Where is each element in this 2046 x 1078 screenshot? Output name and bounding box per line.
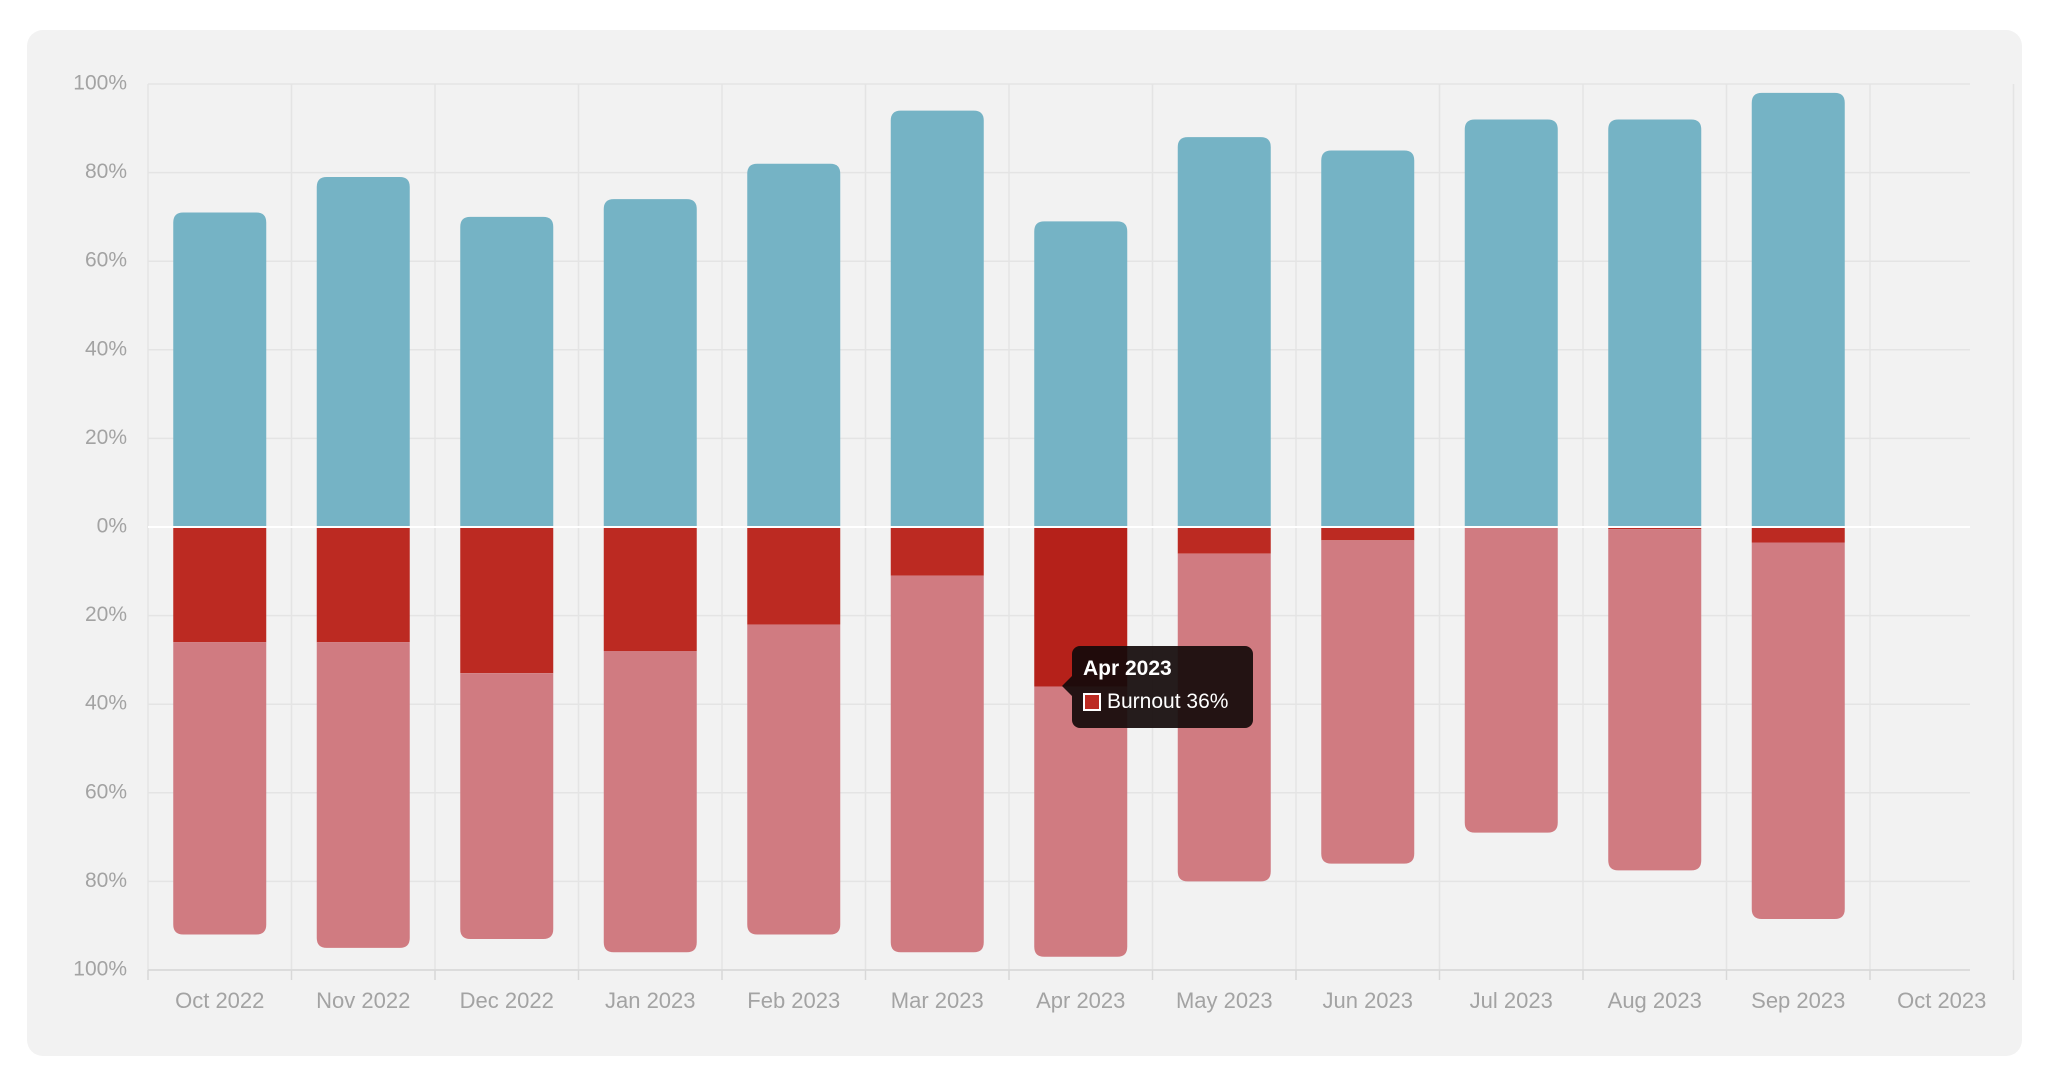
y-tick-label: 60% [85, 780, 127, 803]
bar-burnout [1751, 527, 1845, 543]
bar-negative-rest [460, 673, 554, 939]
bar-positive [747, 163, 841, 528]
bar-burnout [1177, 527, 1271, 554]
bar-positive [603, 199, 697, 527]
bar-negative-rest [1464, 527, 1558, 833]
bar-positive [890, 110, 984, 527]
bar-burnout [747, 527, 841, 625]
y-tick-label: 20% [85, 426, 127, 449]
y-tick-label: 0% [97, 515, 127, 538]
x-tick-label: Oct 2022 [175, 988, 264, 1013]
bar-negative-rest [1321, 540, 1415, 864]
x-tick-label: Apr 2023 [1036, 988, 1125, 1013]
x-tick-label: Aug 2023 [1608, 988, 1702, 1013]
y-tick-label: 60% [85, 249, 127, 272]
bar-positive [1321, 150, 1415, 527]
bar-positive [1034, 221, 1128, 527]
y-tick-label: 80% [85, 869, 127, 892]
bar-negative-rest [316, 642, 410, 948]
x-tick-label: Oct 2023 [1897, 988, 1986, 1013]
bar-positive [1177, 137, 1271, 527]
bar-burnout [1608, 527, 1702, 530]
bar-positive [460, 216, 554, 527]
bar-burnout [890, 527, 984, 576]
x-tick-label: May 2023 [1176, 988, 1273, 1013]
bar-positive [173, 212, 267, 527]
bar-positive [1751, 92, 1845, 528]
x-tick-label: Feb 2023 [747, 988, 840, 1013]
bar-burnout [460, 527, 554, 674]
bar-negative-rest [1751, 542, 1845, 920]
y-tick-label: 80% [85, 160, 127, 183]
tooltip: Apr 2023 Burnout 36% [1062, 646, 1253, 728]
x-tick-label: Sep 2023 [1751, 988, 1845, 1013]
bar-burnout [173, 527, 267, 643]
bar-burnout [316, 527, 410, 643]
bar-negative-rest [1608, 529, 1702, 871]
bar-negative-rest [603, 651, 697, 953]
bar-burnout [1321, 527, 1415, 541]
x-tick-label: Mar 2023 [891, 988, 984, 1013]
y-tick-label: 40% [85, 692, 127, 715]
x-tick-label: Jun 2023 [1322, 988, 1413, 1013]
y-tick-label: 100% [73, 72, 127, 95]
bar-negative-rest [1034, 686, 1128, 957]
bar-negative-rest [173, 642, 267, 935]
axes: 100% 80% 60% 40% 20% 0% 20% 40% 60% 80% 100% Oct 20… [73, 72, 1986, 1013]
bar-positive [1464, 119, 1558, 527]
bar-positive [316, 177, 410, 527]
bar-burnout [603, 527, 697, 652]
bar-negative-rest [747, 624, 841, 935]
y-tick-label: 40% [85, 337, 127, 360]
x-tick-label: Nov 2022 [316, 988, 410, 1013]
bars [148, 92, 1970, 957]
x-tick-label: Jul 2023 [1470, 988, 1553, 1013]
tooltip-swatch [1083, 693, 1101, 711]
x-tick-label: Jan 2023 [605, 988, 696, 1013]
tooltip-title: Apr 2023 [1083, 657, 1172, 680]
y-tick-label: 20% [85, 603, 127, 626]
bar-negative-rest [890, 575, 984, 953]
x-tick-label: Dec 2022 [460, 988, 554, 1013]
y-tick-label: 100% [73, 958, 127, 981]
bar-positive [1608, 119, 1702, 527]
tooltip-row: Burnout 36% [1083, 690, 1242, 714]
tooltip-value: Burnout 36% [1107, 690, 1229, 713]
